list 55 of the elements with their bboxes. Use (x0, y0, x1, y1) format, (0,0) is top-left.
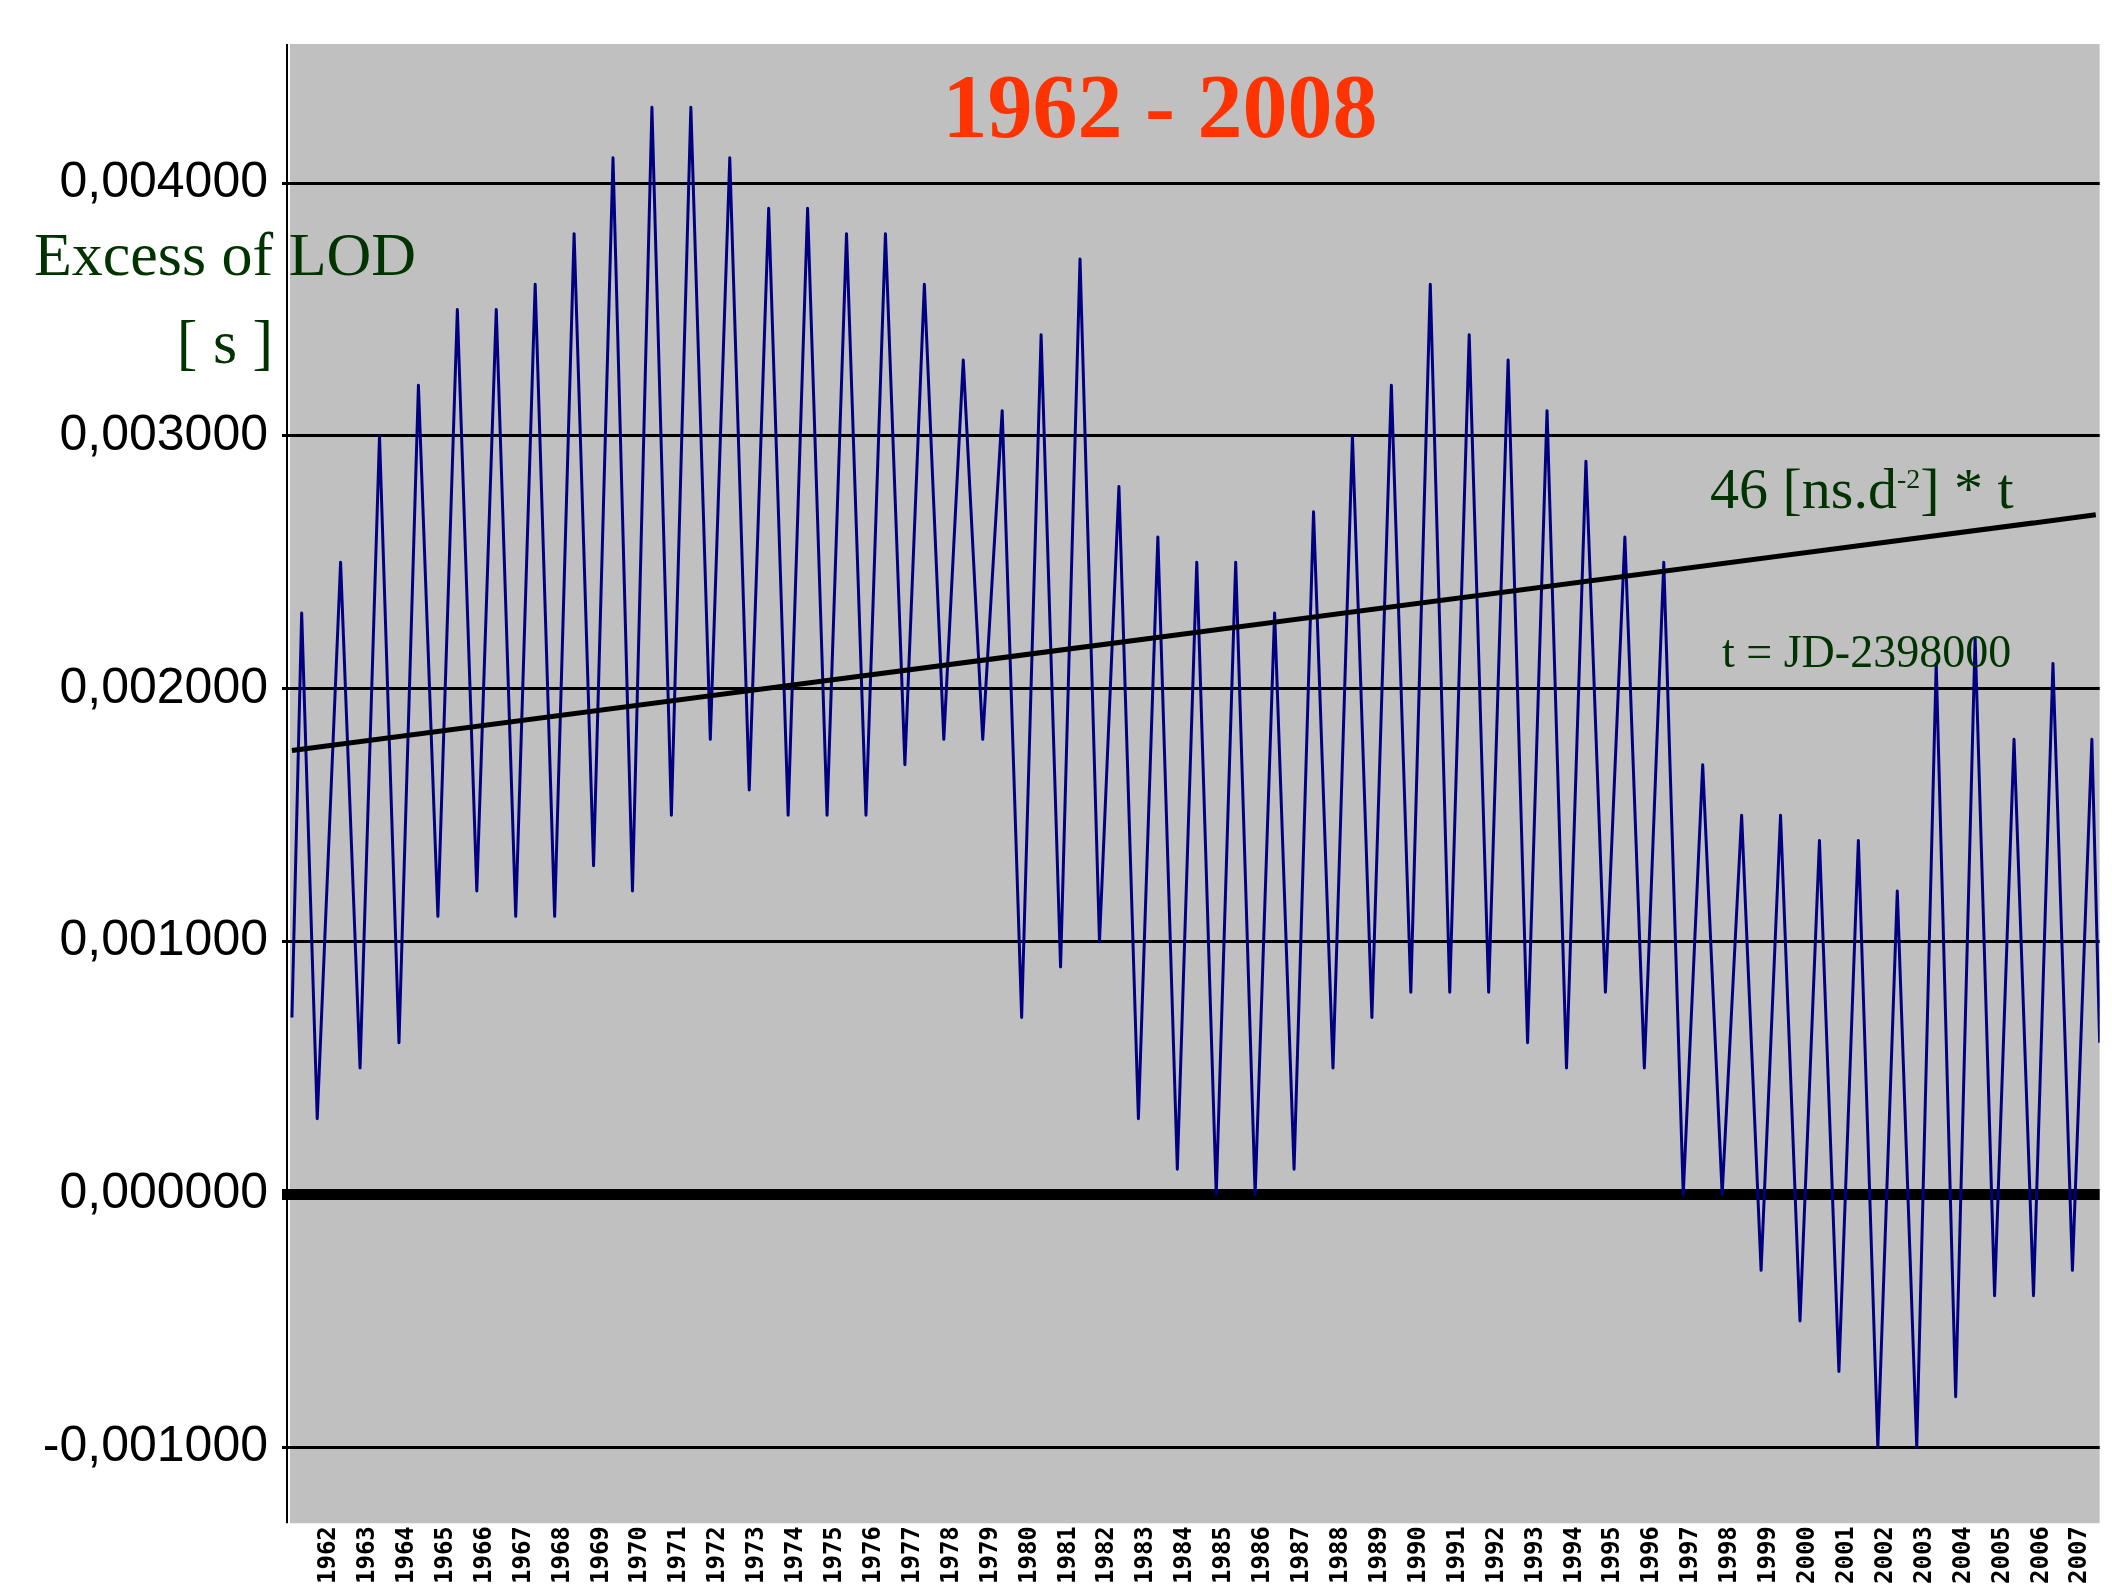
x-tick-label: 1979 (974, 1526, 1003, 1584)
x-tick-label: 1975 (819, 1526, 848, 1584)
x-tick-label: 1969 (585, 1526, 614, 1584)
x-tick-label: 2001 (1830, 1526, 1859, 1584)
x-tick-label: 1974 (780, 1526, 809, 1584)
x-tick-label: 1999 (1753, 1526, 1782, 1584)
x-tick-label: 2004 (1947, 1526, 1976, 1584)
y-tick-label: 0,003000 (59, 404, 268, 461)
x-tick-label: 1985 (1208, 1526, 1237, 1584)
x-tick-label: 1998 (1714, 1526, 1743, 1584)
x-tick-label: 1988 (1325, 1526, 1353, 1584)
x-tick-label: 1963 (352, 1526, 381, 1584)
x-tick-label: 2005 (1986, 1526, 2015, 1584)
x-tick-label: 1968 (546, 1526, 575, 1584)
y-tick-label: -0,001000 (42, 1416, 268, 1473)
x-tick-label: 1982 (1091, 1526, 1120, 1584)
x-tick-label: 1966 (468, 1526, 497, 1584)
x-tick-label: 1977 (896, 1526, 925, 1584)
x-tick-label: 1964 (390, 1526, 419, 1584)
x-tick-label: 2003 (1908, 1526, 1937, 1584)
x-tick-label: 1987 (1286, 1526, 1315, 1584)
y-axis-title: Excess of LOD [ s ] (32, 219, 418, 378)
x-tick-label: 2000 (1792, 1526, 1821, 1584)
y-tick-label: 0,000000 (59, 1163, 268, 1220)
x-tick-label: 1995 (1597, 1526, 1626, 1584)
x-tick-label: 1976 (858, 1526, 886, 1584)
x-tick-label: 1990 (1402, 1526, 1431, 1584)
y-tick-label: 0,004000 (59, 151, 268, 208)
x-tick-label: 1962 (313, 1526, 342, 1584)
x-tick-label: 1991 (1441, 1526, 1470, 1584)
chart-title: 1962 - 2008 (942, 57, 1378, 156)
annotation: 46 [ns.d$^{-2}$] * t (1710, 455, 2014, 522)
x-tick-label: 1997 (1675, 1526, 1704, 1584)
x-tick-label: 1994 (1558, 1526, 1587, 1584)
x-tick-label: 1989 (1363, 1526, 1392, 1584)
x-tick-label: 1972 (702, 1526, 731, 1584)
x-tick-label: 1970 (624, 1526, 653, 1584)
x-tick-label: 1981 (1052, 1526, 1081, 1584)
x-tick-label: 1978 (935, 1526, 964, 1584)
x-tick-label: 1965 (429, 1526, 458, 1584)
x-tick-label: 1993 (1519, 1526, 1548, 1584)
x-tick-label: 1973 (741, 1526, 770, 1584)
x-tick-label: 2002 (1869, 1526, 1898, 1584)
x-tick-label: 1984 (1169, 1526, 1198, 1584)
x-tick-label: 1971 (663, 1526, 692, 1584)
x-tick-label: 1986 (1247, 1526, 1276, 1584)
x-tick-label: 1967 (507, 1526, 536, 1584)
x-tick-label: 1980 (1013, 1526, 1042, 1584)
y-tick-label: 0,002000 (59, 657, 268, 714)
y-tick-label: 0,001000 (59, 910, 268, 967)
x-tick-label: 1992 (1480, 1526, 1509, 1584)
x-tick-label: 1983 (1130, 1526, 1159, 1584)
x-tick-label: 2006 (2025, 1526, 2054, 1584)
x-tick-label: 2007 (2064, 1526, 2093, 1584)
x-tick-label: 1996 (1636, 1526, 1665, 1584)
